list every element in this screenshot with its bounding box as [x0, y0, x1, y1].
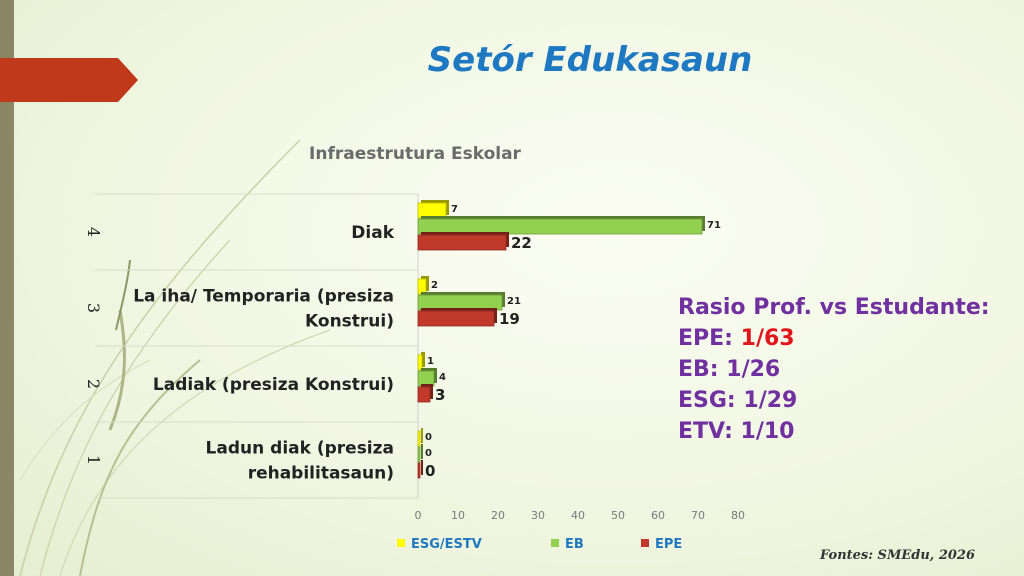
category-index-label: 3 [84, 303, 103, 313]
x-tick-label: 30 [531, 509, 545, 522]
ratio-heading: Rasio Prof. vs Estudante: [678, 295, 990, 320]
data-label: 4 [439, 372, 446, 383]
chart-title: Infraestrutura Eskolar [309, 144, 521, 164]
data-label: 19 [499, 310, 520, 328]
x-tick-label: 10 [451, 509, 465, 522]
category-label: Ladiak (presiza Konstrui) [153, 375, 394, 395]
bar-esgestv [417, 278, 427, 295]
data-label: 22 [511, 234, 532, 252]
data-label: 0 [425, 448, 432, 459]
legend-swatch [641, 539, 649, 547]
legend-label: EPE [655, 537, 682, 552]
ratio-value-etv: 1/10 [740, 419, 795, 444]
title-arrow-shape [0, 58, 138, 102]
category-label: Diak [351, 223, 394, 243]
x-tick-label: 80 [731, 509, 745, 522]
data-label: 7 [451, 204, 458, 215]
ratio-value-epe: 1/63 [740, 326, 795, 351]
bar-eb-depth [421, 444, 423, 459]
data-label: 71 [707, 220, 721, 231]
category-label: La iha/ Temporaria (presiza [133, 287, 394, 307]
slide-title: Setór Edukasaun [427, 40, 753, 80]
data-label: 0 [425, 432, 432, 443]
legend-swatch [551, 539, 559, 547]
bar-eb [417, 218, 703, 235]
legend-label: ESG/ESTV [411, 537, 482, 552]
ratio-line-etv: ETV: 1/10 [678, 419, 795, 444]
bar-epe [417, 310, 495, 327]
ratio-line-epe: EPE: 1/63 [678, 326, 795, 351]
source-note: Fontes: SMEdu, 2026 [820, 548, 976, 563]
x-tick-label: 20 [491, 509, 505, 522]
bar-esgestv-depth [421, 428, 423, 443]
bar-esgestv-depth [421, 352, 425, 367]
bar-epe [417, 462, 421, 479]
category-label: Konstrui) [305, 312, 394, 332]
category-index-label: 2 [84, 379, 103, 389]
ratio-panel: Rasio Prof. vs Estudante: EPE: 1/63 EB: … [678, 292, 998, 447]
x-tick-label: 0 [415, 509, 422, 522]
x-tick-label: 40 [571, 509, 585, 522]
data-label: 0 [425, 462, 435, 480]
data-label: 21 [507, 296, 521, 307]
ratio-line-esg: ESG: 1/29 [678, 388, 798, 413]
bar-eb [417, 446, 421, 463]
bar-eb [417, 370, 435, 387]
data-label: 3 [435, 386, 445, 404]
bar-esgestv [417, 202, 447, 219]
bar-epe [417, 386, 431, 403]
ratio-value-eb: 1/26 [726, 357, 781, 382]
bar-eb [417, 294, 503, 311]
category-label: rehabilitasaun) [248, 464, 394, 484]
x-tick-label: 70 [691, 509, 705, 522]
bar-epe [417, 234, 507, 251]
legend-swatch [397, 539, 405, 547]
left-accent-bar [0, 0, 14, 576]
x-tick-label: 50 [611, 509, 625, 522]
bar-esgestv [417, 430, 421, 447]
legend-label: EB [565, 537, 584, 552]
category-index-label: 1 [84, 455, 103, 465]
category-label: Ladun diak (presiza [206, 439, 394, 459]
ratio-line-eb: EB: 1/26 [678, 357, 781, 382]
data-label: 1 [427, 356, 434, 367]
data-label: 2 [431, 280, 438, 291]
bar-esgestv [417, 354, 423, 371]
bar-epe-depth [421, 460, 423, 475]
category-index-label: 4 [84, 227, 103, 237]
x-tick-label: 60 [651, 509, 665, 522]
ratio-value-esg: 1/29 [743, 388, 798, 413]
